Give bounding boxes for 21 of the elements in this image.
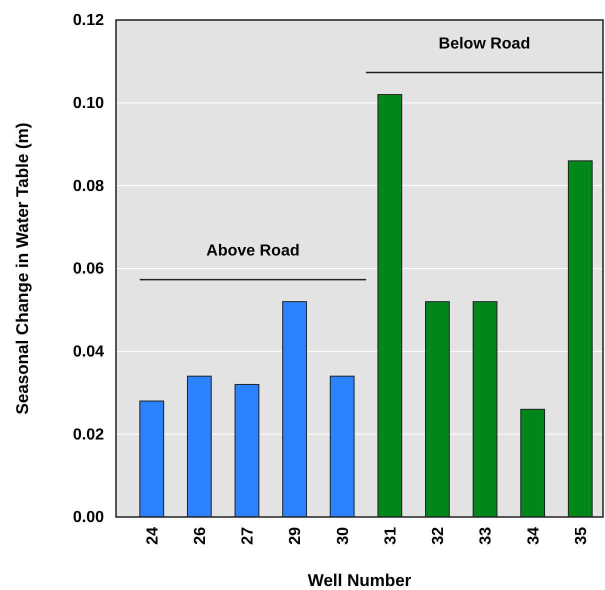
- y-tick-label: 0.06: [72, 260, 104, 278]
- annotation: Below Road: [438, 36, 530, 53]
- x-tick-label: 31: [382, 526, 400, 545]
- y-tick-label: 0.12: [72, 12, 104, 30]
- x-tick-label: 33: [478, 526, 495, 545]
- annotation: Above Road: [206, 242, 300, 260]
- x-axis-title: Well Number: [308, 571, 412, 590]
- x-tick-label: 34: [525, 526, 542, 545]
- x-tick-label: 27: [240, 526, 257, 545]
- x-tick-label: 30: [334, 526, 352, 545]
- y-axis-title: Seasonal Change in Water Table (m): [13, 122, 32, 414]
- y-tick-label: 0.04: [72, 343, 104, 360]
- x-tick-label: 35: [572, 526, 590, 545]
- y-tick-label: 0.10: [72, 94, 104, 112]
- y-tick-label: 0.00: [72, 509, 104, 526]
- x-tick-label: 24: [144, 526, 162, 545]
- y-tick-label: 0.08: [72, 178, 104, 195]
- x-tick-label: 29: [287, 526, 304, 545]
- y-tick-label: 0.02: [72, 426, 104, 444]
- x-tick-label: 26: [192, 526, 209, 545]
- x-tick-label: 32: [430, 526, 448, 545]
